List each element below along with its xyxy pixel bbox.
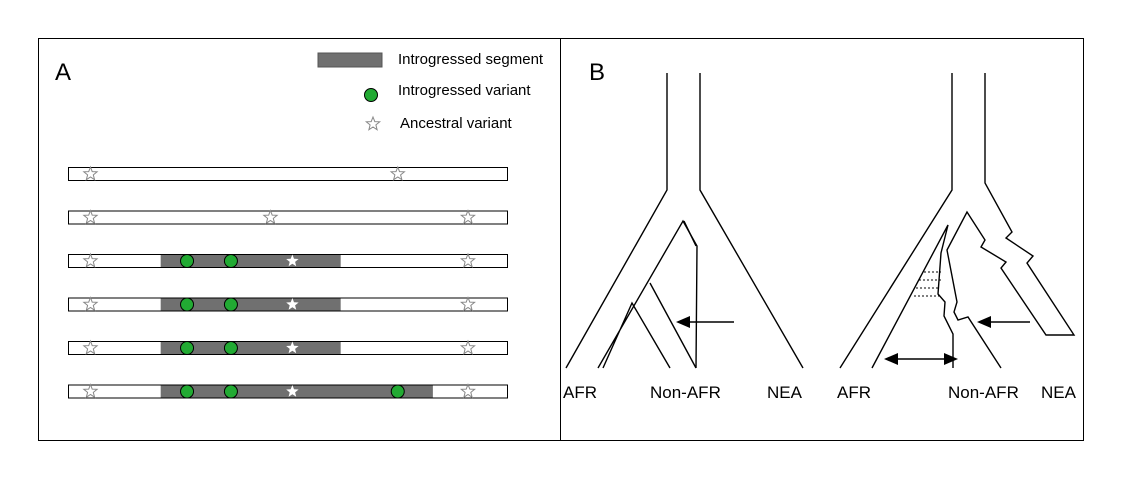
right-label-afr: AFR bbox=[837, 383, 871, 402]
introgressed-variant-dot bbox=[223, 341, 238, 355]
haplotype-3 bbox=[68, 252, 508, 268]
legend-segment-label: Introgressed segment bbox=[398, 51, 544, 68]
ancestral-variant-star-in-segment bbox=[286, 254, 299, 267]
introgressed-segment bbox=[160, 255, 341, 267]
introgressed-variant-dot bbox=[180, 297, 195, 312]
ancestral-variant-star-in-segment bbox=[286, 385, 299, 397]
panel-b-letter: B bbox=[589, 59, 605, 86]
panel-a-letter: A bbox=[55, 59, 71, 86]
introgressed-variant-dot bbox=[223, 384, 238, 399]
ancestral-variant-star bbox=[82, 383, 99, 399]
left-tree-inner-branch bbox=[597, 219, 698, 369]
right-tree-shading bbox=[914, 271, 941, 297]
ancestral-variant-star-in-segment bbox=[286, 341, 299, 354]
ancestral-variant-star bbox=[459, 209, 476, 225]
legend: Introgressed segment Introgressed varian… bbox=[317, 51, 544, 132]
right-tree-outer-branch bbox=[839, 73, 1076, 369]
right-arrowhead bbox=[977, 316, 991, 328]
introgressed-variant-dot bbox=[223, 254, 238, 268]
right-label-nea: NEA bbox=[1041, 383, 1077, 402]
ancestral-variant-star bbox=[459, 383, 476, 399]
legend-ancestral-label: Ancestral variant bbox=[400, 115, 513, 132]
left-label-nonafr: Non-AFR bbox=[650, 383, 721, 402]
bidirectional-arrowhead-left bbox=[884, 353, 898, 365]
panel-b-frame bbox=[560, 38, 1084, 441]
right-label-nonafr: Non-AFR bbox=[948, 383, 1019, 402]
haplotype-1 bbox=[68, 165, 508, 181]
introgressed-variant-dot bbox=[223, 297, 238, 312]
haplotype-rows bbox=[68, 165, 508, 399]
ancestral-variant-star bbox=[459, 296, 476, 312]
left-tree-nonafr-branch bbox=[649, 220, 697, 369]
introgressed-variant-dot bbox=[180, 254, 195, 268]
introgressed-variant-dot bbox=[390, 384, 405, 399]
ancestral-variant-star bbox=[459, 339, 476, 355]
ancestral-variant-star bbox=[389, 165, 406, 181]
left-tree bbox=[565, 73, 804, 369]
haplotype-bar bbox=[68, 210, 508, 225]
legend-variant-label: Introgressed variant bbox=[398, 82, 531, 99]
ancestral-variant-star bbox=[82, 209, 99, 225]
ancestral-variant-star bbox=[82, 165, 99, 181]
ancestral-variant-star bbox=[82, 339, 99, 355]
haplotype-4 bbox=[68, 296, 508, 312]
right-tree bbox=[839, 73, 1076, 369]
legend-variant-dot bbox=[364, 88, 378, 102]
haplotype-2 bbox=[68, 209, 508, 225]
ancestral-variant-star bbox=[82, 296, 99, 312]
right-tree-inner-branch bbox=[871, 224, 954, 369]
legend-segment-swatch bbox=[317, 52, 383, 68]
introgressed-segment bbox=[160, 298, 341, 311]
legend-star-shape bbox=[364, 115, 382, 131]
introgressed-segment bbox=[160, 342, 341, 354]
ancestral-variant-star-in-segment bbox=[286, 298, 299, 310]
ancestral-variant-star bbox=[82, 252, 99, 268]
left-label-nea: NEA bbox=[767, 383, 803, 402]
introgressed-variant-dot bbox=[180, 341, 195, 355]
left-tree-outer-branch bbox=[565, 73, 804, 369]
ancestral-variant-star bbox=[459, 252, 476, 268]
left-arrowhead bbox=[676, 316, 690, 328]
haplotype-6 bbox=[68, 383, 508, 399]
bidirectional-arrowhead-right bbox=[944, 353, 958, 365]
left-label-afr: AFR bbox=[563, 383, 597, 402]
introgressed-variant-dot bbox=[180, 384, 195, 399]
haplotype-5 bbox=[68, 339, 508, 355]
haplotype-bar bbox=[68, 167, 508, 181]
legend-star-icon bbox=[364, 115, 382, 131]
ancestral-variant-star bbox=[262, 209, 279, 225]
